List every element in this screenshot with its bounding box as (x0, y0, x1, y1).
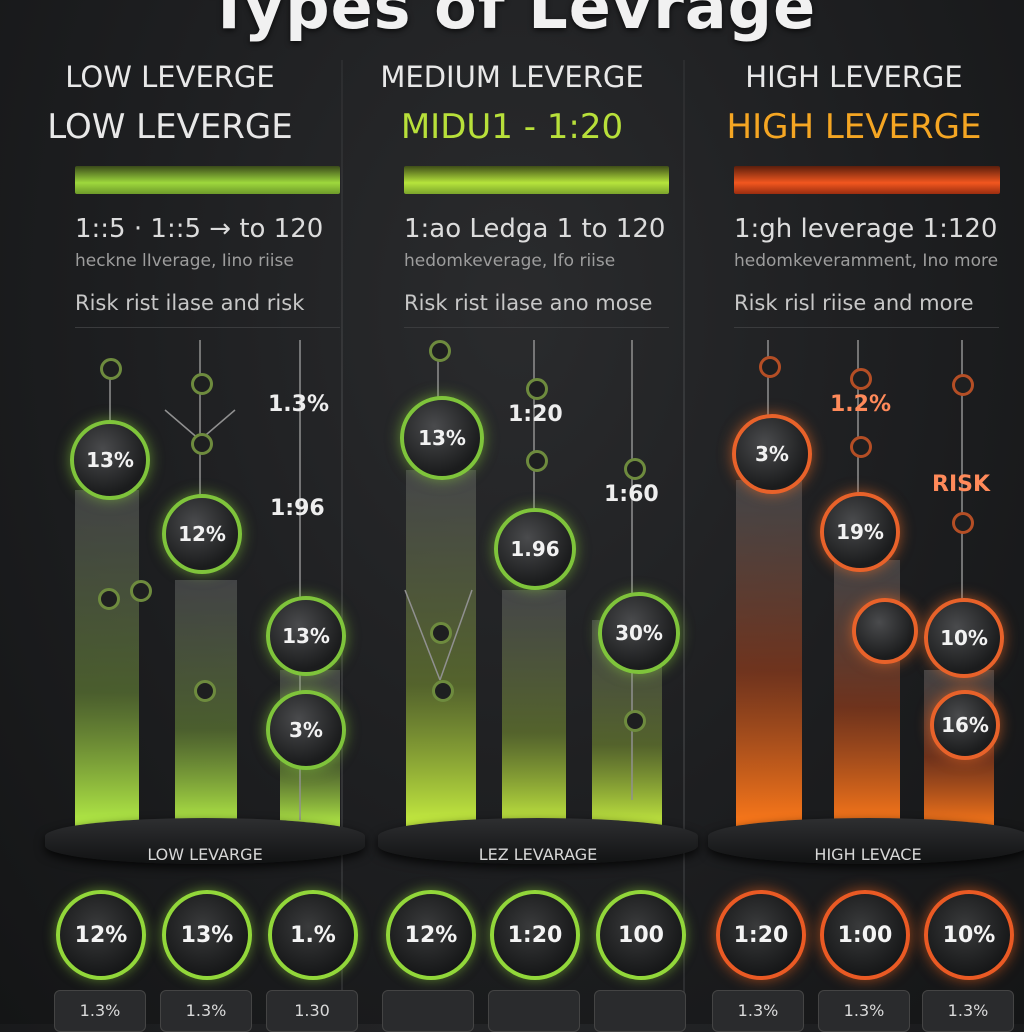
separator (404, 327, 669, 328)
value-circle: 1:00 (820, 890, 910, 980)
low-leverage-column: LOW LEVERGE LOW LEVERGE 1::5 · 1::5 → to… (0, 0, 365, 1032)
chart-bar (406, 470, 476, 828)
separator (75, 327, 340, 328)
risk-text: Risk rist ilase and risk (75, 291, 305, 315)
description-text: hedomkeverage, Ifo riise (404, 251, 616, 271)
floating-label: RISK (932, 472, 991, 497)
base-label: HIGH LEVACE (814, 845, 922, 864)
percent-node: 3% (266, 690, 346, 770)
percent-node: 16% (930, 690, 1000, 760)
value-circle: 10% (924, 890, 1014, 980)
value-circle: 1:20 (716, 890, 806, 980)
chart-base (45, 818, 365, 864)
chart-bar (736, 480, 802, 828)
connector-node (130, 580, 152, 602)
connector-node (191, 373, 213, 395)
value-circle: 12% (386, 890, 476, 980)
risk-text: Risk risl riise and more (734, 291, 974, 315)
value-circle: 1:20 (490, 890, 580, 980)
column-header: HIGH LEVERGE (745, 60, 963, 94)
medium-leverage-chart: 13% 1.96 30% 1:20 1:60 (342, 340, 682, 880)
value-pill: 1.3% (818, 990, 910, 1032)
column-divider (683, 60, 685, 1020)
percent-node (852, 598, 918, 664)
column-subheader: LOW LEVERGE (47, 107, 293, 147)
floating-label: 1:60 (604, 482, 659, 507)
value-pill: 1.3% (922, 990, 1014, 1032)
floating-label: 1.3% (268, 392, 330, 417)
low-leverage-chart: 13% 12% 13% 3% 1.3% 1:96 (0, 340, 346, 880)
percent-node: 19% (820, 492, 900, 572)
value-circle: 1.% (268, 890, 358, 980)
connector-node (850, 436, 872, 458)
column-header: LOW LEVERGE (65, 60, 275, 94)
floating-label: 1:20 (508, 402, 563, 427)
connector-node (429, 340, 451, 362)
chart-bar (502, 590, 566, 828)
ratio-text: 1:gh leverage 1:120 (734, 214, 998, 244)
connector-node (526, 378, 548, 400)
percent-node: 12% (162, 494, 242, 574)
ratio-text: 1:ao Ledga 1 to 120 (404, 214, 666, 244)
chart-base (378, 818, 698, 864)
ratio-text: 1::5 · 1::5 → to 120 (75, 214, 324, 244)
floating-label: 1.2% (830, 392, 892, 417)
chart-bar (75, 490, 139, 828)
connector-node (100, 358, 122, 380)
percent-node: 13% (400, 396, 484, 480)
value-circle: 100 (596, 890, 686, 980)
base-label: LEZ LEVARAGE (478, 845, 598, 864)
base-label: LOW LEVARGE (147, 845, 263, 864)
connector-node (759, 356, 781, 378)
connector-node (432, 680, 454, 702)
column-divider (341, 60, 343, 1020)
chart-base (708, 818, 1024, 864)
connector-node (624, 458, 646, 480)
page-title: Types of Levrage (207, 0, 817, 43)
high-leverage-chart: 3% 19% 10% 16% 1.2% RISK (684, 340, 1024, 880)
accent-bar (734, 166, 1000, 194)
connector-node (850, 368, 872, 390)
value-pill: 1.3% (54, 990, 146, 1032)
floating-label: 1:96 (270, 496, 325, 521)
percent-node: 1.96 (494, 508, 576, 590)
column-subheader: HIGH LEVERGE (726, 107, 982, 147)
description-text: heckne lIverage, Iino riise (75, 251, 294, 271)
percent-node: 10% (924, 598, 1004, 678)
connector-node (952, 374, 974, 396)
accent-bar (404, 166, 669, 194)
connector-node (194, 680, 216, 702)
connector-node (430, 622, 452, 644)
accent-bar (75, 166, 340, 194)
percent-node: 30% (598, 592, 680, 674)
high-leverage-column: HIGH LEVERGE HIGH LEVERGE 1:gh leverage … (684, 0, 1024, 1032)
value-pill: 1.3% (160, 990, 252, 1032)
value-pill (488, 990, 580, 1032)
percent-node: 3% (732, 414, 812, 494)
percent-node: 13% (266, 596, 346, 676)
description-text: hedomkeveramment, Ino more (734, 251, 999, 271)
value-pill (382, 990, 474, 1032)
connector-node (98, 588, 120, 610)
risk-text: Risk rist ilase ano mose (404, 291, 653, 315)
value-pill (594, 990, 686, 1032)
value-circle: 13% (162, 890, 252, 980)
connector-node (526, 450, 548, 472)
chart-bar (175, 580, 237, 828)
connector-node (191, 433, 213, 455)
connector-node (952, 512, 974, 534)
value-pill: 1.3% (712, 990, 804, 1032)
connector-node (624, 710, 646, 732)
medium-leverage-column: MEDIUM LEVERGE MIDU1 - 1:20 1:ao Ledga 1… (342, 0, 698, 1032)
column-header: MEDIUM LEVERGE (380, 60, 644, 94)
value-circle: 12% (56, 890, 146, 980)
separator (734, 327, 999, 328)
column-subheader: MIDU1 - 1:20 (400, 107, 624, 147)
percent-node: 13% (70, 420, 150, 500)
